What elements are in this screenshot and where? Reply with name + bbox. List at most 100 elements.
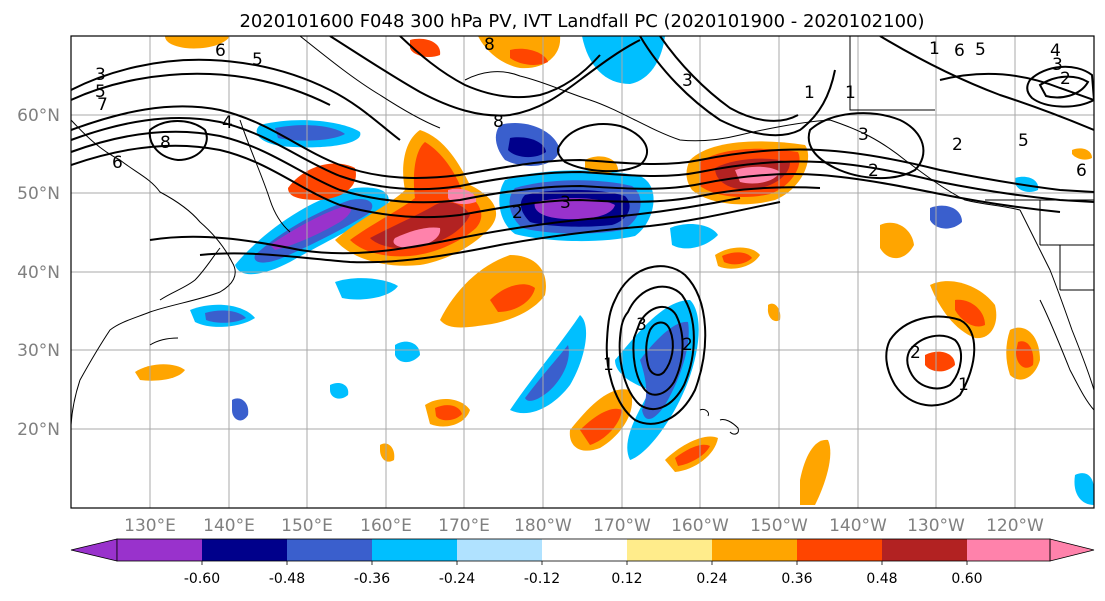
contour-ne-ring (1026, 65, 1094, 108)
colorbar-swatch (712, 539, 797, 561)
coastline-asia (71, 119, 236, 426)
coastline-japan (149, 247, 221, 346)
colorbar: -0.60 -0.48 -0.36 -0.24 -0.12 0.12 0.24 … (70, 538, 1095, 587)
lat-label-30n: 30°N (17, 341, 60, 361)
contour-label: 2 (952, 135, 963, 155)
contour-label: 7 (97, 95, 108, 115)
pv-blob-central-trough-core (534, 198, 615, 220)
colorbar-extend-low (70, 538, 118, 562)
pv-blob-mid-small-g (232, 398, 249, 421)
pv-blob-mid-small-e (930, 205, 962, 229)
pv-blob-west-streamer-core (525, 345, 569, 401)
colorbar-swatch (797, 539, 882, 561)
pv-contours (71, 36, 1094, 425)
pv-ridge-main-core (393, 227, 441, 248)
lon-label-170e: 170°E (438, 516, 490, 536)
contour-ne-2 (939, 72, 1094, 101)
lon-label-150w: 150°W (750, 516, 808, 536)
colorbar-swatch (627, 539, 712, 561)
pv-blob-mid-small-h (330, 383, 349, 399)
pv-blob-mid-small-d (670, 224, 718, 249)
contour-label: 6 (112, 153, 123, 173)
contour-label: 8 (160, 133, 171, 153)
pv-ridge-sub-i (1072, 148, 1092, 160)
contour-cutoff-3 (632, 306, 684, 396)
map-frame (70, 35, 1095, 509)
lon-label-180w: 180°W (514, 516, 572, 536)
contour-label: 3 (636, 315, 647, 335)
contour-north-2 (71, 72, 331, 106)
coastline-kamchatka (239, 119, 291, 233)
pv-ridge-sub-a-core (580, 408, 622, 445)
contour-jet-4 (71, 144, 821, 219)
colorbar-swatch (202, 539, 287, 561)
colorbar-tick-label: -0.12 (524, 571, 560, 587)
colorbar-extend-high (1049, 538, 1095, 562)
contour-label: 6 (1076, 161, 1087, 181)
lat-label-40n: 40°N (17, 263, 60, 283)
contour-jet-3 (71, 130, 1061, 213)
colorbar-tick-label: -0.60 (184, 571, 220, 587)
contour-label: 5 (252, 50, 263, 70)
pv-ridge-sub-e-core (722, 252, 752, 265)
pv-ridge-top-a-core (510, 48, 548, 65)
pv-blob-bering-core (508, 137, 546, 158)
contour-label: 8 (493, 112, 504, 132)
contour-label: 5 (95, 82, 106, 102)
contour-jet-2 (71, 117, 1094, 203)
contour-label: 2 (868, 161, 879, 181)
contour-label: 5 (1018, 131, 1029, 151)
contour-label-group: 6 5 3 5 7 8 6 4 8 8 3 2 3 1 2 1 3 2 1 6 … (95, 35, 1087, 395)
contour-label: 2 (682, 335, 693, 355)
pv-blob-alaska-top (582, 36, 665, 84)
colorbar-swatch (457, 539, 542, 561)
pv-ridge-sub-g (380, 443, 395, 462)
contour-label: 4 (1050, 41, 1061, 61)
contour-label: 2 (512, 203, 523, 223)
contour-alaska-1 (639, 36, 836, 137)
pv-ridge-south-ext (440, 255, 546, 328)
contour-bering-ring (556, 123, 649, 173)
lon-label-160w: 160°W (671, 516, 729, 536)
lon-label-120w: 120°W (986, 516, 1044, 536)
lon-label-140e: 140°E (203, 516, 255, 536)
contour-label: 3 (560, 193, 571, 213)
pv-ridge-east-b-core (1016, 341, 1034, 368)
contour-label: 3 (1052, 55, 1063, 75)
pv-ridge-sub-d (800, 439, 831, 505)
pv-blob-mid-small-b-core (205, 310, 246, 323)
lon-label-130w: 130°W (907, 516, 965, 536)
contour-alaska-2 (659, 36, 799, 122)
contour-label: 6 (954, 41, 965, 61)
contour-label: 3 (858, 125, 869, 145)
contour-east-ring-2 (906, 334, 962, 390)
contour-label: 4 (222, 113, 233, 133)
contour-label: 5 (975, 40, 986, 60)
lon-label-140w: 140°W (829, 516, 887, 536)
pv-ridge-top-c (165, 36, 230, 49)
contour-label: 8 (484, 35, 495, 55)
colorbar-swatch (882, 539, 967, 561)
coastline-mexico (1039, 299, 1094, 411)
colorbar-tick-label: -0.48 (269, 571, 305, 587)
lon-label-160e: 160°E (360, 516, 412, 536)
pv-ridge-east-a-core (955, 299, 985, 327)
contour-west-ring (148, 120, 208, 162)
coastlines (71, 36, 1094, 435)
colorbar-tick-label: 0.48 (866, 571, 897, 587)
colorbar-outline (116, 538, 1051, 562)
pv-ridge-east-d (925, 351, 955, 372)
contour-north-3 (329, 36, 641, 117)
lon-label-130e: 130°E (124, 516, 176, 536)
pv-ridge-sub-c-core (675, 444, 710, 466)
gridlines (71, 36, 1094, 508)
colorbar-swatch (542, 539, 627, 561)
coastline-alaska (464, 71, 1021, 211)
pv-blob-mid-small-a (335, 278, 398, 300)
contour-cutoff-4 (645, 321, 674, 376)
lon-label-170w: 170°W (593, 516, 651, 536)
pv-blob-kamchatka-core (275, 125, 345, 141)
pv-blob-west-streamer (510, 315, 587, 414)
colorbar-tick-label: 0.12 (611, 571, 642, 587)
